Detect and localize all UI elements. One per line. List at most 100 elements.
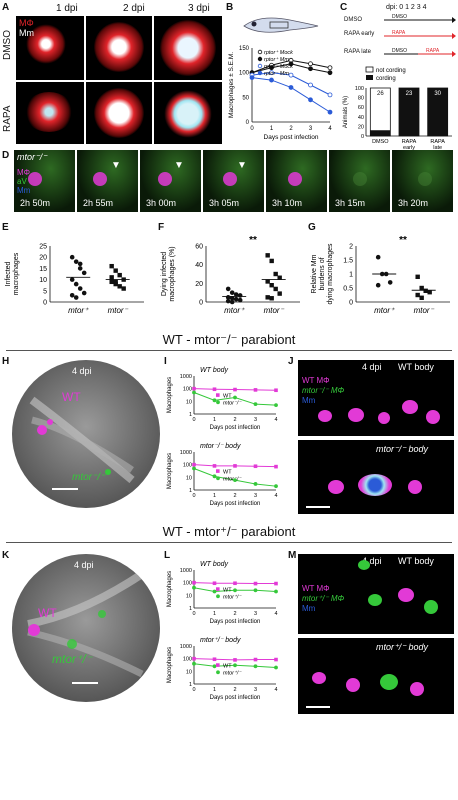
y-tick-label: 0 [199, 300, 203, 307]
data-point [229, 299, 235, 305]
timelapse-time-label: 3h 20m [398, 198, 429, 208]
data-point [327, 109, 333, 115]
timelapse-time-label: 3h 10m [272, 198, 303, 208]
y-tick-label: 50 [242, 95, 249, 101]
section-divider-2 [6, 542, 452, 543]
data-point [419, 295, 424, 300]
data-point [269, 70, 274, 76]
data-point [229, 295, 235, 301]
panel-a-col-2: 2 dpi [123, 3, 145, 14]
data-point [233, 588, 237, 593]
data-point [212, 657, 217, 662]
timelapse-frame: 2h 50m mtor⁻/⁻ MΦ aV Mm [14, 150, 75, 212]
y-tick-label: 100 [183, 657, 192, 663]
y-tick-label: 60 [195, 244, 203, 251]
legend-marker [216, 670, 220, 675]
panel-h-wt-label: WT [62, 390, 81, 404]
data-point [73, 259, 79, 264]
legend-label: WT [223, 393, 232, 399]
data-point [269, 283, 274, 288]
svg-text:DMSO: DMSO [392, 48, 407, 54]
section-divider-1 [6, 350, 452, 351]
data-point [273, 286, 278, 292]
significance-label: ** [399, 235, 407, 246]
y-tick-label: 20 [195, 281, 203, 288]
legend-marker [257, 49, 263, 55]
data-point [73, 295, 79, 300]
data-point [113, 281, 118, 287]
data-point [265, 295, 270, 300]
data-point [233, 395, 237, 400]
panel-m-legend-mut: mtor⁺/⁻ MΦ [302, 594, 345, 603]
panel-i-label: I [164, 356, 167, 367]
data-point [269, 296, 274, 301]
y-tick-label: 10 [186, 475, 192, 481]
panel-j-label: J [288, 356, 294, 367]
x-axis-label: Days post infection [264, 134, 319, 141]
x-tick-label: 2 [289, 126, 293, 132]
x-axis-label: Days post infection [210, 425, 261, 431]
y-tick-label: 150 [239, 46, 250, 52]
timelapse-legend: aV [17, 177, 27, 186]
data-point [253, 657, 258, 662]
data-point [269, 65, 274, 71]
data-point [212, 387, 217, 392]
panel-c-chart: not cording cording 0 20 40 60 80 100 Animals (%… [343, 66, 452, 150]
y-tick-label: 80 [358, 96, 364, 102]
data-point [237, 293, 243, 298]
panel-m-legend-wt: WT MΦ [302, 584, 330, 593]
arrowhead-icon: ▼ [111, 160, 121, 171]
timelapse-frame: 3h 20m [392, 150, 453, 212]
x-tick-label: 2 [233, 687, 236, 693]
significance-label: ** [249, 235, 257, 246]
legend-mphi: MΦ [19, 18, 34, 28]
data-point [192, 386, 196, 391]
y-tick-label: 0 [43, 300, 47, 307]
data-point [253, 402, 258, 407]
panel-a-row-rapa: RAPA [2, 105, 13, 133]
data-point [77, 286, 83, 291]
data-point [277, 275, 282, 280]
bar-count-label: 26 [377, 91, 384, 97]
data-point [192, 466, 196, 471]
panel-c-row-rapa-early: RAPA early [344, 31, 375, 37]
data-point [69, 292, 75, 298]
data-point [109, 275, 114, 280]
x-tick-label: 0 [192, 417, 195, 423]
data-point [237, 297, 243, 303]
x-tick-label: 1 [213, 417, 216, 423]
x-tick-label: 1 [213, 611, 216, 617]
panel-m-bottom-micrograph: mtor⁺/⁻ body [298, 638, 454, 714]
y-tick-label: 1.5 [343, 258, 353, 265]
legend-label: not cording [376, 68, 406, 74]
data-point [419, 285, 424, 291]
data-point [225, 286, 231, 292]
y-axis-label: Macrophages [167, 453, 173, 489]
data-point [233, 296, 239, 302]
data-point [233, 663, 237, 668]
x-axis-label: Days post infection [210, 501, 261, 507]
micrograph-rapa-3dpi [154, 82, 222, 144]
x-tick-label: 4 [274, 687, 277, 693]
legend-mm: Mm [19, 28, 34, 38]
bar-cording [399, 88, 419, 136]
data-point [192, 580, 196, 585]
y-tick-label: 1 [189, 606, 192, 612]
data-point [423, 288, 428, 293]
x-tick-label: mtor⁻ [108, 306, 129, 315]
panel-c-row-dmso: DMSO [344, 17, 362, 23]
data-point [327, 70, 333, 76]
legend-marker [216, 587, 220, 591]
timelapse-time-label: 2h 55m [83, 198, 114, 208]
x-tick-label: 0 [192, 493, 195, 499]
timelapse-legend: MΦ [17, 168, 31, 177]
zebrafish-larva-icon [243, 17, 319, 33]
micrograph-dmso-1dpi: MΦ Mm [16, 16, 84, 80]
y-tick-label: 100 [183, 387, 192, 393]
y-tick-label: 100 [239, 71, 250, 77]
y-tick-label: 2 [349, 244, 353, 251]
data-point [274, 464, 278, 469]
panel-a-col-3: 3 dpi [188, 3, 210, 14]
